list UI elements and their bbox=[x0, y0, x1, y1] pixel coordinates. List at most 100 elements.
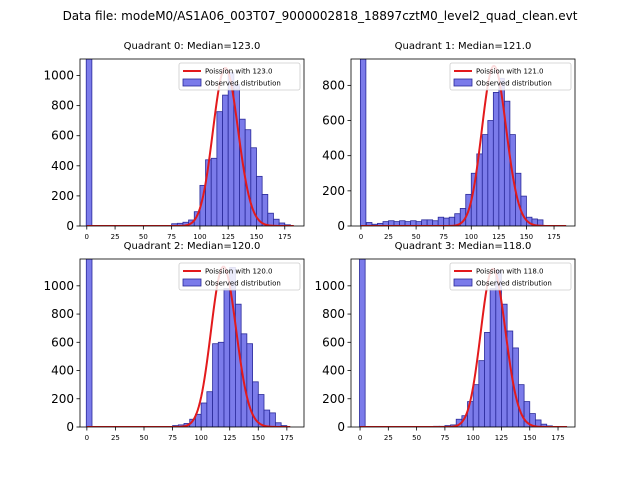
y-tick-label: 600 bbox=[51, 129, 74, 143]
x-tick-label: 175 bbox=[278, 233, 291, 241]
quadrant-2-chart: Quadrant 2: Median=120.0 0 25 50 75 100 125 150… bbox=[43, 241, 305, 442]
x-tick-label: 125 bbox=[223, 434, 236, 442]
histogram-bar bbox=[217, 341, 225, 427]
x-tick-label: 25 bbox=[111, 233, 120, 241]
histogram-bar bbox=[492, 92, 500, 226]
y-tick-label: 1000 bbox=[314, 279, 345, 293]
x-tick-label: 25 bbox=[111, 434, 120, 442]
legend: Poission with 120.0 Observed distribution bbox=[178, 262, 301, 291]
quadrant-1-chart: Quadrant 1: Median=121.0 0 25 50 75 100 125 150… bbox=[322, 41, 576, 241]
y-tick-label: 600 bbox=[322, 335, 345, 349]
x-tick-label: 75 bbox=[439, 233, 448, 241]
legend-label: Observed distribution bbox=[476, 280, 552, 288]
legend: Poission with 118.0 Observed distribution bbox=[449, 262, 572, 291]
figure-title: Data file: modeM0/AS1A06_003T07_90000028… bbox=[63, 9, 578, 23]
x-tick-label: 100 bbox=[194, 434, 207, 442]
x-tick-label: 150 bbox=[252, 434, 265, 442]
y-tick-label: 400 bbox=[322, 364, 345, 378]
plot-area bbox=[359, 59, 567, 226]
histogram-bar bbox=[481, 134, 489, 226]
y-tick-label: 800 bbox=[322, 307, 345, 321]
x-tick-label: 50 bbox=[139, 233, 148, 241]
legend-box bbox=[449, 62, 572, 91]
y-tick-label: 200 bbox=[51, 392, 74, 406]
legend-bar-swatch bbox=[182, 78, 202, 87]
legend-box bbox=[449, 262, 572, 291]
poisson-curve bbox=[86, 265, 291, 427]
histogram-bar bbox=[223, 288, 231, 427]
y-tick-label: 0 bbox=[337, 219, 345, 233]
legend-label: Poission with 118.0 bbox=[476, 268, 544, 276]
x-tick-label: 75 bbox=[168, 434, 177, 442]
quadrant-title: Quadrant 0: Median=123.0 bbox=[124, 41, 261, 52]
legend: Poission with 123.0 Observed distribution bbox=[178, 62, 301, 91]
legend-label: Observed distribution bbox=[205, 280, 281, 288]
legend: Poission with 121.0 Observed distribution bbox=[449, 62, 572, 91]
axes-frame bbox=[79, 58, 305, 227]
y-tick-label: 600 bbox=[51, 335, 74, 349]
x-tick-label: 25 bbox=[384, 434, 393, 442]
x-tick-label: 100 bbox=[466, 434, 479, 442]
y-tick-label: 800 bbox=[51, 307, 74, 321]
x-tick-label: 175 bbox=[280, 434, 293, 442]
x-tick-label: 75 bbox=[440, 434, 449, 442]
x-tick-label: 175 bbox=[551, 434, 564, 442]
poisson-curve bbox=[360, 267, 568, 427]
x-tick-label: 0 bbox=[85, 233, 89, 241]
legend-box bbox=[178, 262, 301, 291]
legend-bar-swatch bbox=[453, 78, 473, 87]
x-tick-label: 150 bbox=[520, 233, 533, 241]
y-tick-label: 0 bbox=[66, 219, 74, 233]
x-tick-label: 0 bbox=[85, 434, 89, 442]
axes-frame bbox=[350, 258, 576, 428]
y-tick-label: 400 bbox=[322, 149, 345, 163]
x-tick-label: 100 bbox=[193, 233, 206, 241]
y-tick-label: 200 bbox=[322, 184, 345, 198]
x-tick-label: 25 bbox=[384, 233, 393, 241]
x-tick-label: 150 bbox=[523, 434, 536, 442]
histogram-bar bbox=[359, 259, 366, 427]
histogram-bar bbox=[472, 384, 480, 427]
legend-label: Observed distribution bbox=[476, 80, 552, 88]
y-tick-label: 800 bbox=[51, 99, 74, 113]
histogram-bar bbox=[206, 391, 213, 427]
legend-box bbox=[178, 62, 301, 91]
y-tick-label: 0 bbox=[337, 420, 345, 434]
y-tick-label: 1000 bbox=[43, 69, 74, 83]
legend-bar-swatch bbox=[453, 278, 473, 287]
histogram-bar bbox=[359, 59, 367, 226]
x-tick-label: 125 bbox=[492, 233, 505, 241]
x-tick-label: 0 bbox=[358, 434, 362, 442]
y-tick-label: 400 bbox=[51, 364, 74, 378]
histogram-bar bbox=[484, 332, 491, 427]
legend-bar-swatch bbox=[182, 278, 202, 287]
y-tick-label: 0 bbox=[66, 420, 74, 434]
quadrant-3-chart: Quadrant 3: Median=118.0 0 25 50 75 100 125 150… bbox=[314, 241, 576, 442]
y-tick-label: 400 bbox=[51, 159, 74, 173]
x-tick-label: 75 bbox=[167, 233, 176, 241]
y-tick-label: 600 bbox=[322, 114, 345, 128]
x-tick-label: 50 bbox=[412, 233, 421, 241]
histogram-bar bbox=[437, 216, 445, 226]
histogram-bar bbox=[261, 194, 269, 226]
histogram-bar bbox=[222, 94, 229, 226]
histogram-bar bbox=[210, 157, 218, 226]
histogram-bar bbox=[85, 259, 93, 427]
x-tick-label: 175 bbox=[547, 233, 560, 241]
histogram-bar bbox=[275, 422, 282, 427]
x-tick-label: 100 bbox=[465, 233, 478, 241]
legend-label: Poission with 120.0 bbox=[205, 268, 273, 276]
x-tick-label: 0 bbox=[359, 233, 363, 241]
x-tick-label: 150 bbox=[250, 233, 263, 241]
plot-area bbox=[359, 259, 568, 427]
histogram-bar bbox=[216, 111, 223, 226]
plot-area bbox=[85, 259, 291, 427]
legend-label: Poission with 123.0 bbox=[205, 68, 273, 76]
quadrant-0-chart: Quadrant 0: Median=123.0 0 25 50 75 100 125 150… bbox=[43, 41, 305, 241]
poisson-curve bbox=[86, 67, 294, 226]
quadrant-title: Quadrant 3: Median=118.0 bbox=[395, 241, 532, 252]
histogram-bar bbox=[263, 409, 271, 427]
histogram-bar bbox=[269, 412, 276, 427]
x-tick-label: 50 bbox=[412, 434, 421, 442]
